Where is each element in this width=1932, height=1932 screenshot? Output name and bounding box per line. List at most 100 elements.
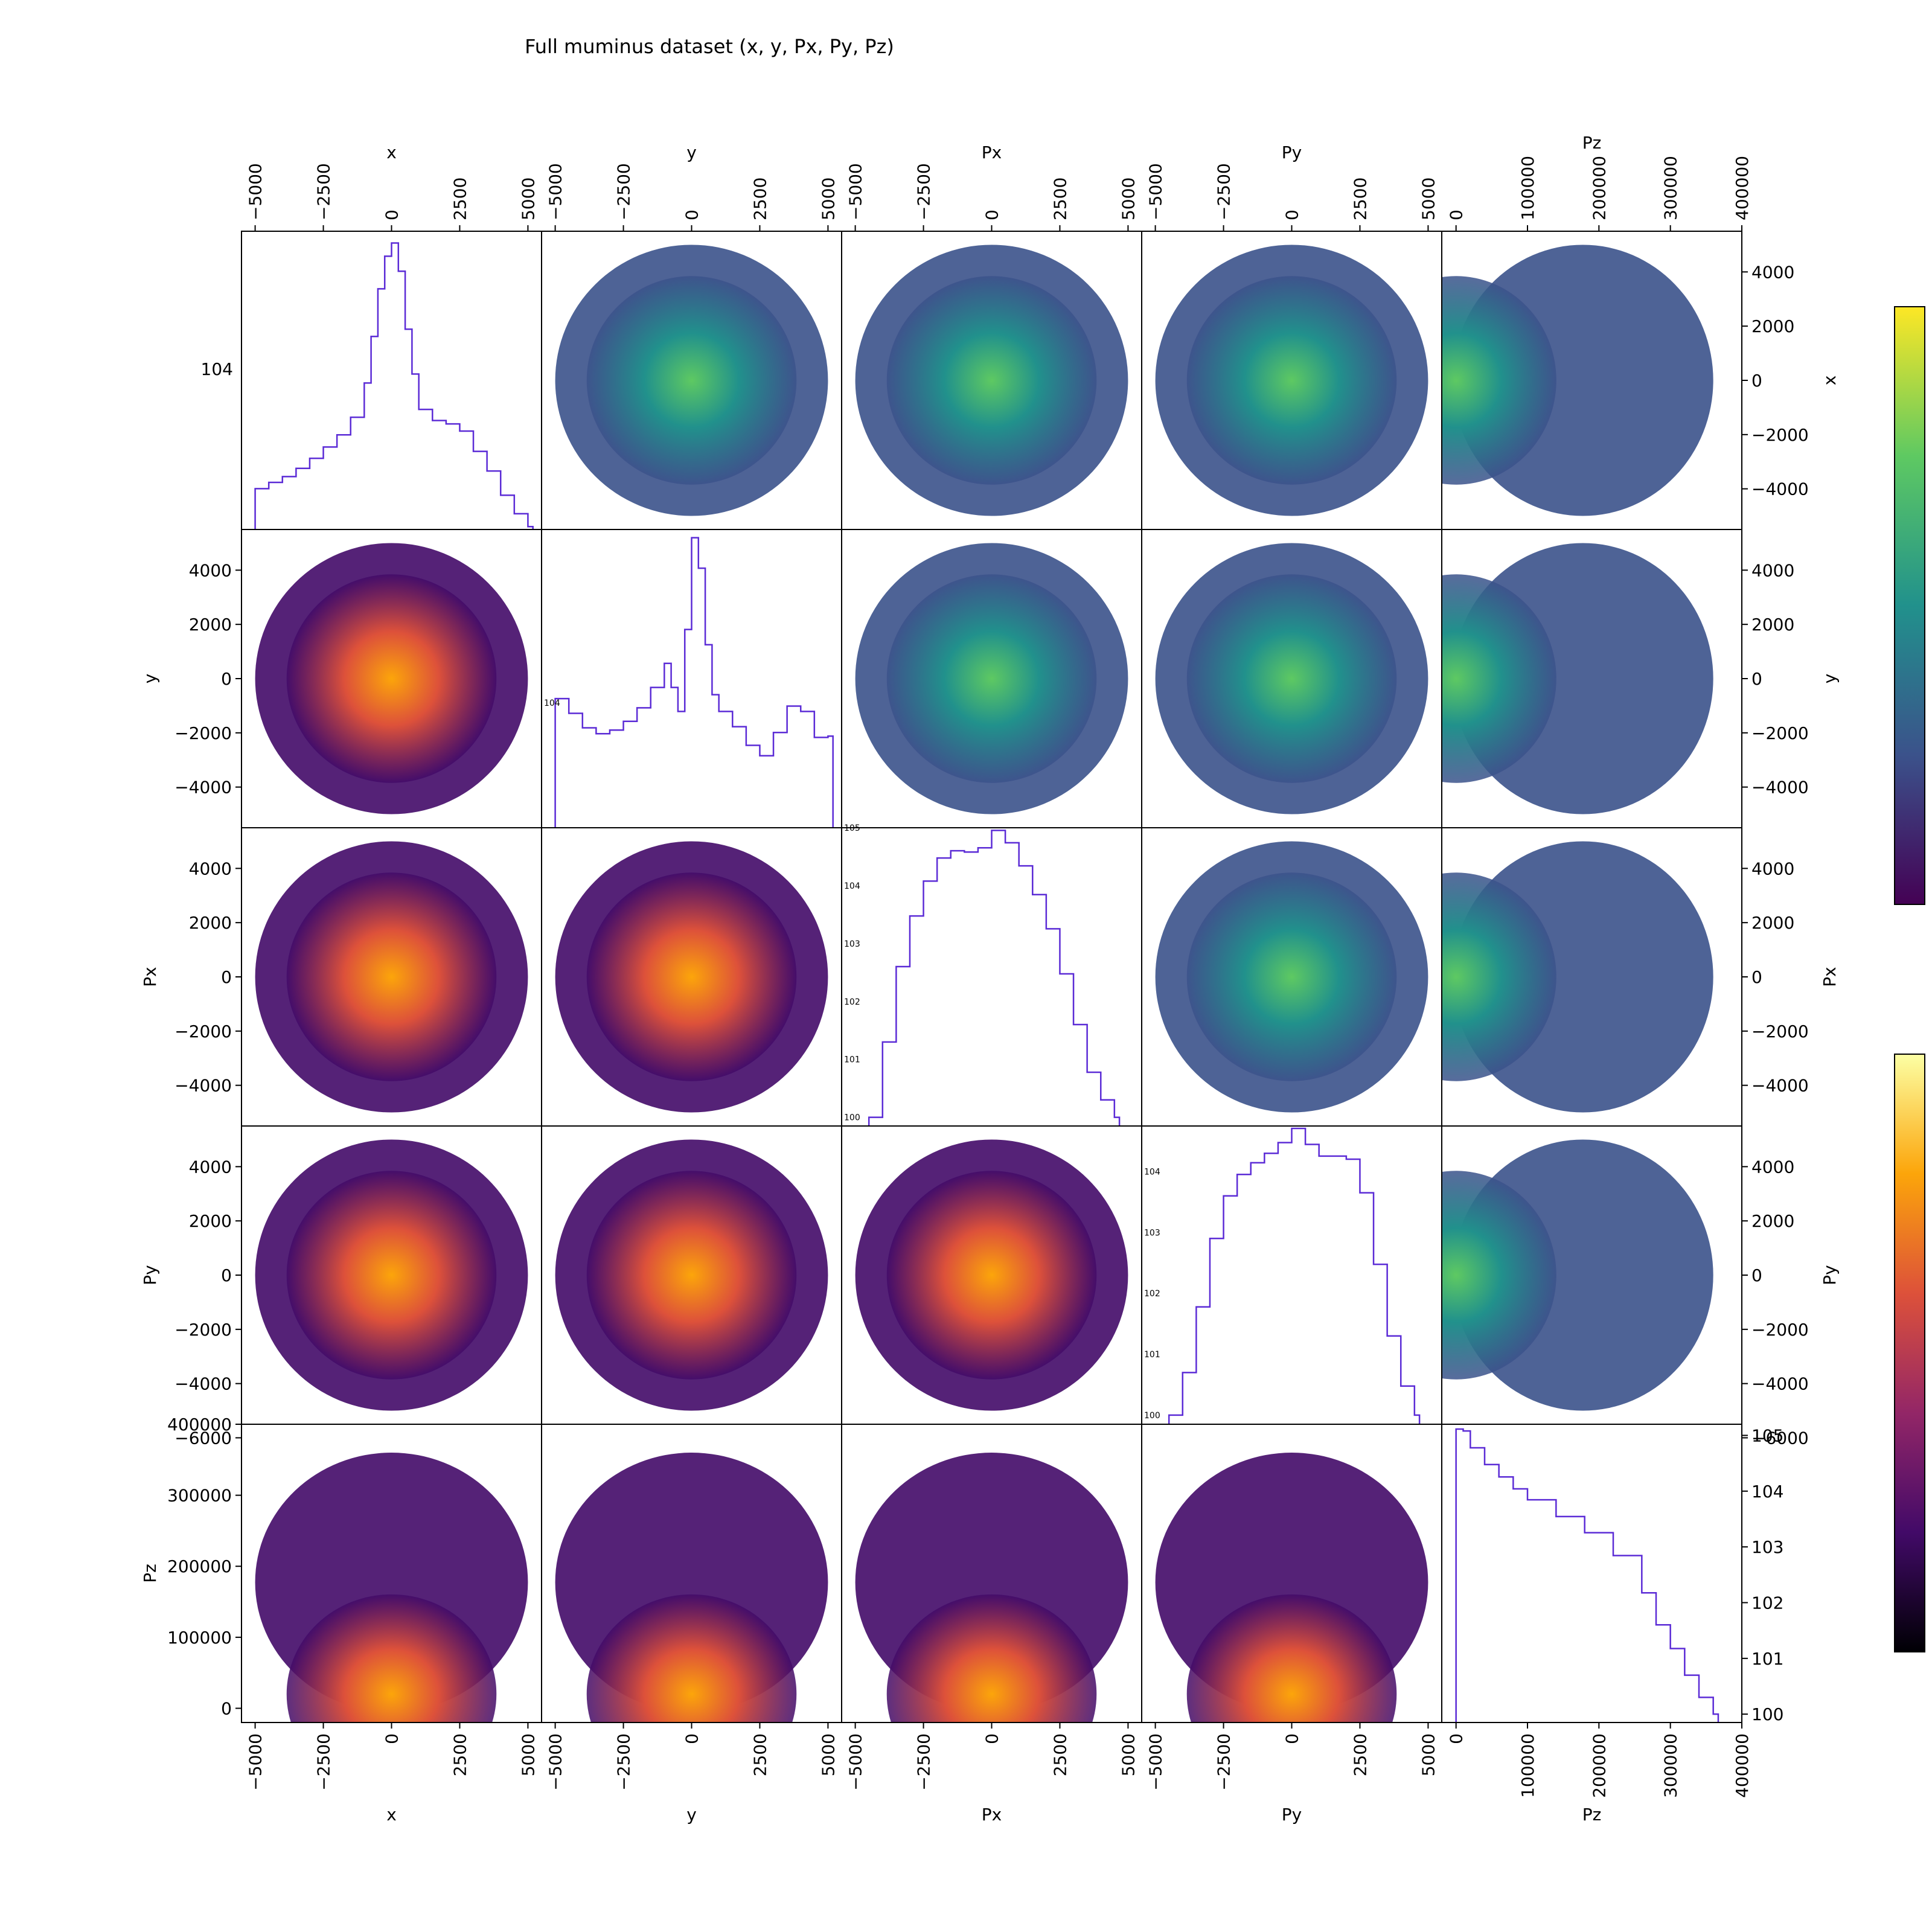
left-tick-label: 300000 [167,1486,232,1506]
bottom-tick-label: 2500 [1350,1733,1370,1776]
density-core [286,574,497,783]
left-tick-label: 0 [221,967,232,987]
top-tick-label: −2500 [1214,163,1234,220]
histogram-x: 104 [201,242,534,529]
bottom-tick-label: 0 [682,1733,702,1744]
right-tick-label: 4000 [1751,859,1794,878]
right-tick-label: −4000 [1751,479,1809,499]
left-tick-label: 4000 [189,859,232,878]
density-core [1186,1594,1397,1722]
figure-title: Full muminus dataset (x, y, Px, Py, Pz) [525,35,894,58]
density-core [1442,574,1556,783]
density-panel-Pz-vs-Px [855,1453,1128,1722]
right-tick-label: −4000 [1751,1374,1809,1394]
histogram-line-Py [1168,1127,1421,1424]
right-tick-label: 0 [1751,1265,1762,1285]
top-tick-label: 0 [982,210,1002,220]
hist-tick-label: 101 [844,1055,860,1065]
density-panel-Pz-vs-x [255,1453,528,1722]
bottom-tick-label: 5000 [518,1733,538,1776]
bottom-tick-label: −2500 [1214,1733,1234,1791]
top-tick-label: −2500 [914,163,934,220]
right-tick-label: 4000 [1751,1157,1794,1177]
right-tick-label: 2000 [1751,615,1794,635]
hist-tick-label: 104 [544,699,560,708]
colorbar-inferno [1894,1054,1925,1652]
density-panel-x-vs-Px [855,245,1128,516]
bottom-tick-label: 100000 [1518,1733,1538,1798]
top-tick-label: −5000 [546,163,566,220]
density-panel-Py-vs-y [555,1139,828,1411]
top-tick-label: 300000 [1661,156,1681,220]
histogram-Py: 104 103 102 101 100 [1144,1127,1421,1424]
top-tick-label: −2500 [314,163,334,220]
density-panel-y-vs-Px [855,543,1128,814]
bottom-tick-label: 0 [982,1733,1002,1744]
density-core [286,872,497,1081]
right-tick-label: 103 [1751,1537,1783,1557]
right-tick-label: 4000 [1751,560,1794,580]
top-tick-label: 0 [682,210,702,220]
bottom-axis-label-y: y [686,1805,697,1825]
bottom-tick-label: −5000 [846,1733,866,1791]
bottom-tick-label: 2500 [450,1733,470,1776]
density-core [286,1594,497,1722]
density-core [886,574,1097,783]
right-tick-label: 100 [1751,1704,1783,1724]
right-tick-label: 0 [1751,371,1762,391]
left-tick-label: −6000 [174,1428,232,1448]
bottom-tick-label: −5000 [546,1733,566,1791]
density-core [286,1171,497,1380]
density-panel-y-vs-Pz [1442,543,1713,814]
right-tick-label: 2000 [1751,316,1794,336]
bottom-tick-label: 5000 [1418,1733,1438,1776]
hist-tick-label: 101 [1144,1350,1160,1360]
hist-tick-label: 103 [844,939,860,949]
bottom-tick-label: −5000 [246,1733,266,1791]
left-tick-label: −2000 [174,1320,232,1340]
top-tick-label: 0 [1447,210,1467,220]
left-tick-label: −4000 [174,1076,232,1096]
density-panel-Px-vs-y [555,841,828,1113]
density-core [886,276,1097,485]
right-tick-label: −6000 [1751,1428,1809,1448]
hist-tick-label: 104 [844,881,860,891]
left-axis-label-Px: Px [140,967,160,987]
top-tick-label: −2500 [614,163,634,220]
top-axis-label-Px: Px [982,142,1002,162]
panel-frame [841,827,1142,1127]
hist-tick-label: 102 [1144,1289,1160,1299]
bottom-tick-label: −5000 [1146,1733,1166,1791]
density-panel-Pz-vs-Py [1155,1453,1428,1722]
right-tick-label: 101 [1751,1649,1783,1669]
colorbar-viridis [1894,306,1925,905]
top-tick-label: 200000 [1589,156,1609,220]
density-panel-Py-vs-Px [855,1139,1128,1411]
hist-tick-label: 104 [1144,1168,1160,1177]
left-axis-label-y: y [140,674,160,684]
left-axis-label-Py: Py [140,1265,160,1285]
density-core [586,1594,797,1722]
density-core [586,872,797,1081]
bottom-tick-label: 2500 [1050,1733,1070,1776]
left-tick-label: 4000 [189,560,232,580]
left-tick-label: 0 [221,1265,232,1285]
density-core [1442,872,1556,1081]
left-tick-label: 200000 [167,1556,232,1576]
right-tick-label: −2000 [1751,1022,1809,1041]
top-axis-label-x: x [386,142,397,162]
top-tick-label: 2500 [750,178,770,220]
bottom-tick-label: 0 [1447,1733,1467,1744]
bottom-tick-label: −2500 [314,1733,334,1791]
left-tick-label: −4000 [174,778,232,798]
left-tick-label: 0 [221,1698,232,1718]
density-panel-y-vs-Py [1155,543,1428,814]
top-tick-label: 5000 [1418,178,1438,220]
right-tick-label: 105 [1751,1425,1783,1445]
right-axis-label-Px: Px [1820,967,1840,987]
top-tick-label: 0 [1282,210,1302,220]
left-tick-label: −4000 [174,1374,232,1394]
panel-frame [1441,1424,1742,1723]
top-axis-label-y: y [686,142,697,162]
